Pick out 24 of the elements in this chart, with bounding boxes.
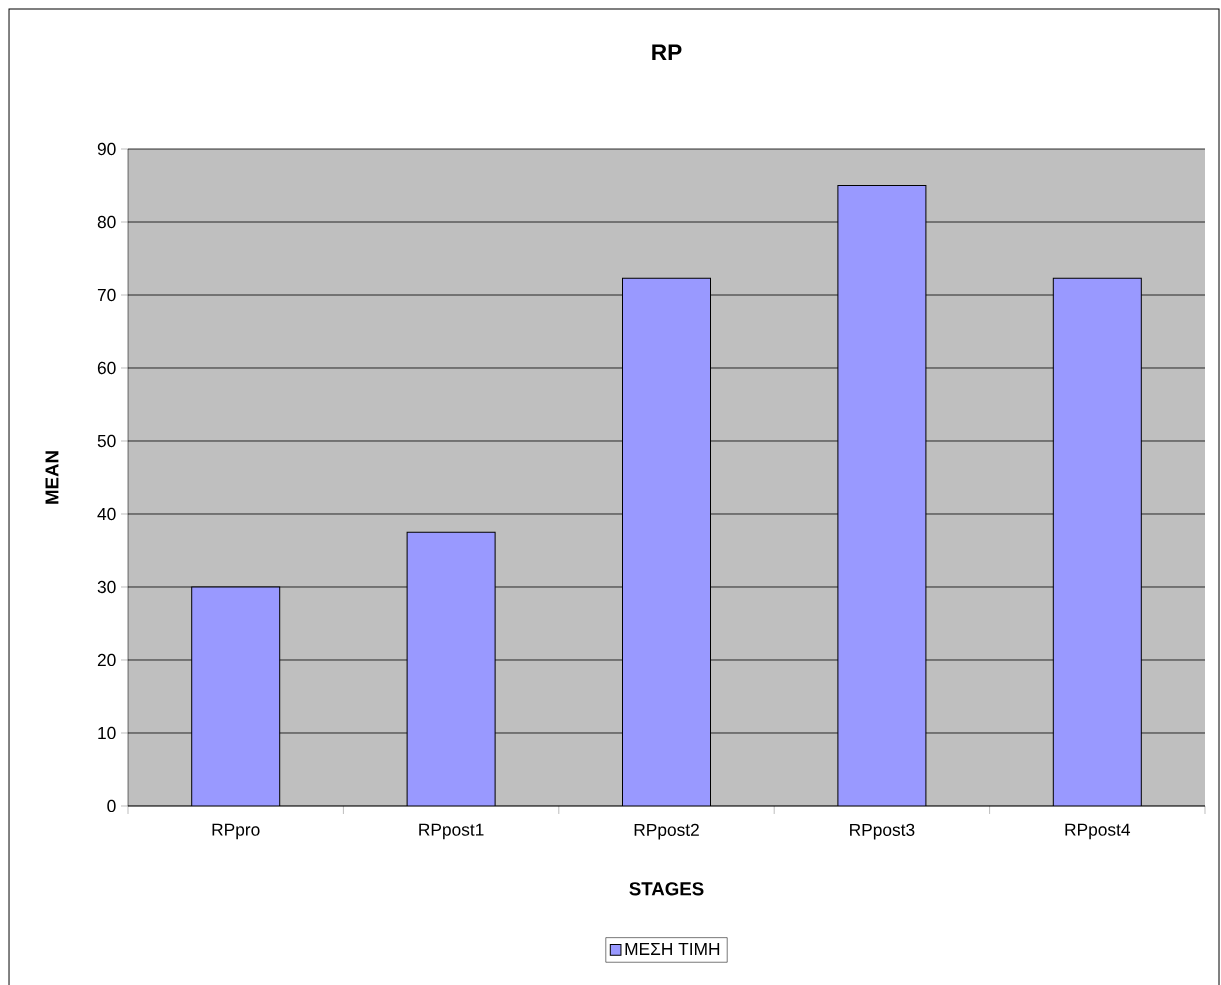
y-tick-label: 80 xyxy=(97,215,116,229)
bar xyxy=(622,277,711,806)
y-axis-title: MEAN xyxy=(45,451,59,504)
y-tick-label: 60 xyxy=(97,361,116,375)
y-tick-label: 50 xyxy=(97,434,116,448)
y-tick-label: 10 xyxy=(98,726,116,740)
x-tick-label: RPpost2 xyxy=(634,823,699,840)
bar xyxy=(1052,277,1142,806)
x-tick-label: RPpro xyxy=(212,823,260,840)
x-tick-label: RPpost1 xyxy=(419,823,484,840)
y-tick-label: 20 xyxy=(97,653,116,667)
bar xyxy=(837,185,927,806)
x-axis-title: STAGES xyxy=(629,882,704,896)
bar xyxy=(191,586,281,806)
y-tick-label: 40 xyxy=(97,507,116,521)
bar xyxy=(406,531,496,806)
y-tick-label: 0 xyxy=(107,799,116,813)
legend-label: ΜΕΣΗ ΤΙΜΗ xyxy=(625,942,720,955)
y-tick-label: 90 xyxy=(97,142,116,156)
x-tick-label: RPpost3 xyxy=(850,823,915,840)
y-tick-label: 70 xyxy=(97,288,116,302)
y-tick-label: 30 xyxy=(97,580,116,594)
chart-title: RP xyxy=(652,44,682,61)
x-tick-label: RPpost4 xyxy=(1065,823,1131,840)
